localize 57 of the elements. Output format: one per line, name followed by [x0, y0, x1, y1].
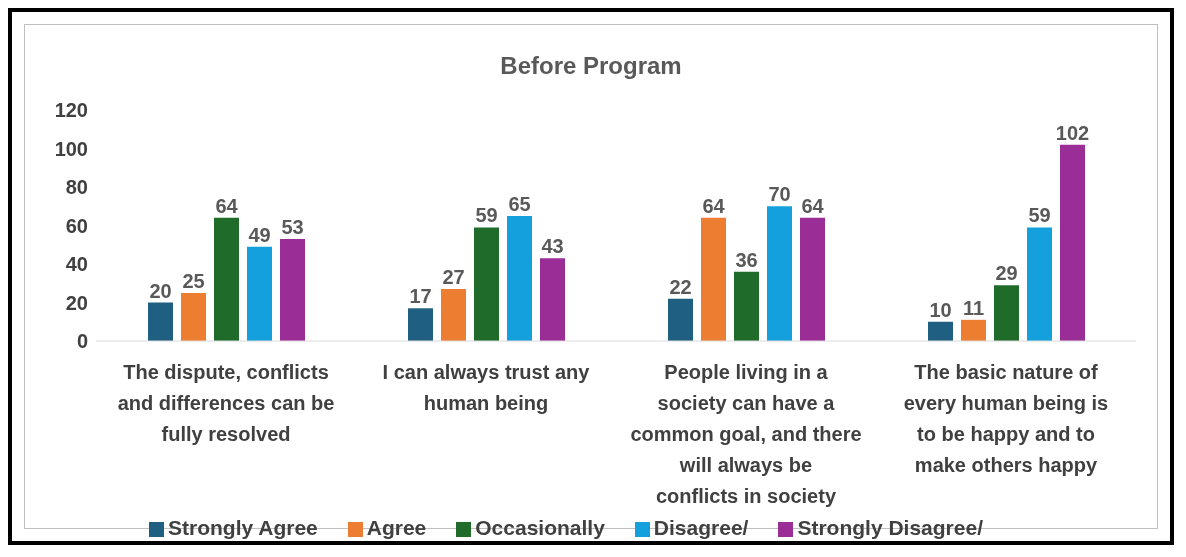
bar [214, 217, 239, 341]
bar [668, 298, 693, 341]
y-tick-label: 120 [54, 99, 88, 122]
bar [994, 285, 1019, 341]
data-label: 65 [508, 192, 531, 215]
data-label: 20 [149, 279, 172, 302]
y-tick-label: 0 [76, 330, 88, 353]
bar [734, 271, 759, 341]
bar [280, 238, 305, 341]
data-label: 64 [702, 194, 726, 217]
data-label: 25 [182, 269, 205, 292]
bar [148, 302, 173, 341]
y-tick-label: 20 [65, 291, 88, 314]
legend-label: Strongly Disagree/ [797, 516, 983, 539]
data-label: 22 [669, 275, 692, 298]
bar [474, 227, 499, 341]
data-label: 70 [768, 183, 791, 206]
bar [540, 258, 565, 341]
bar [408, 308, 433, 341]
data-label: 64 [801, 194, 825, 217]
x-tick-label: People living in a society can have a common goal, and there will always be conflicts in society [630, 361, 862, 507]
bar [507, 215, 532, 341]
data-label: 17 [409, 285, 432, 308]
data-label: 59 [1028, 204, 1051, 227]
bar [928, 321, 953, 341]
bar [441, 289, 466, 341]
legend-label: Strongly Agree [168, 516, 318, 539]
bar [1060, 144, 1085, 341]
legend-label: Agree [366, 516, 427, 539]
x-tick-label: I can always trust any human being [382, 361, 591, 414]
bar [701, 217, 726, 341]
data-label: 53 [281, 215, 304, 238]
data-label: 64 [215, 194, 239, 217]
bar [800, 217, 825, 341]
bar [961, 319, 986, 341]
y-tick-label: 40 [65, 253, 88, 276]
data-label: 102 [1055, 121, 1090, 144]
data-label: 10 [929, 298, 952, 321]
data-label: 11 [962, 296, 985, 319]
legend-label: Disagree/ [653, 516, 749, 539]
x-tick-label: The basic nature of every human being is to be happy and to make others happy [903, 361, 1109, 476]
data-label: 29 [995, 262, 1018, 285]
y-tick-label: 80 [65, 176, 88, 199]
data-label: 27 [442, 266, 465, 289]
data-label: 49 [248, 223, 271, 246]
legend-label: Occasionally [475, 516, 605, 539]
data-label: 36 [735, 248, 758, 271]
data-label: 59 [475, 204, 498, 227]
bar [181, 292, 206, 341]
data-label: 43 [541, 235, 564, 258]
bar [767, 206, 792, 341]
bar [247, 246, 272, 341]
bar [1027, 227, 1052, 341]
x-tick-label: The dispute, conflicts and differences can be fully resolved [117, 361, 335, 445]
y-tick-label: 100 [54, 137, 88, 160]
y-tick-label: 60 [65, 214, 88, 237]
chart-title: Before Program [499, 52, 683, 80]
